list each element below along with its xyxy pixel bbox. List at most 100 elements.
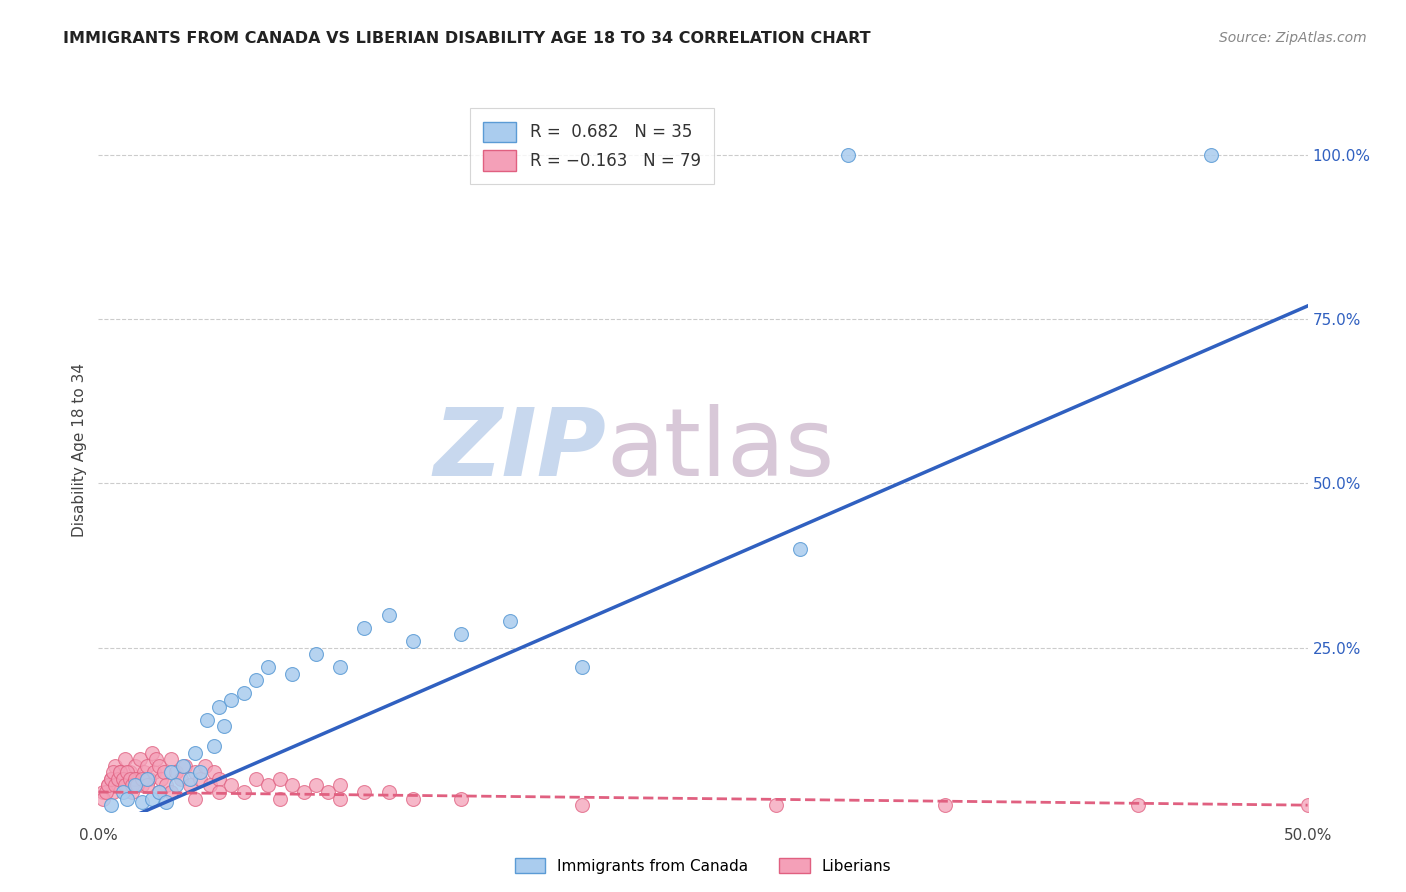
- Text: Source: ZipAtlas.com: Source: ZipAtlas.com: [1219, 31, 1367, 45]
- Point: [141, 746, 163, 760]
- Point: [104, 758, 127, 772]
- Point: [165, 765, 187, 780]
- Point: [97, 779, 120, 793]
- Point: [134, 765, 156, 780]
- Point: [121, 779, 143, 793]
- Point: [107, 779, 129, 793]
- Text: ZIP: ZIP: [433, 404, 606, 497]
- Point: [160, 785, 183, 799]
- Point: [104, 779, 127, 793]
- Point: [108, 765, 131, 780]
- Point: [256, 779, 278, 793]
- Point: [353, 785, 375, 799]
- Y-axis label: Disability Age 18 to 34: Disability Age 18 to 34: [72, 363, 87, 538]
- Point: [124, 758, 146, 772]
- Legend: R =  0.682   N = 35, R = −0.163   N = 79: R = 0.682 N = 35, R = −0.163 N = 79: [470, 108, 714, 184]
- Point: [256, 660, 278, 674]
- Point: [152, 765, 174, 780]
- Point: [138, 772, 160, 786]
- Point: [184, 746, 207, 760]
- Point: [91, 791, 114, 805]
- Point: [101, 765, 124, 780]
- Point: [121, 785, 143, 799]
- Point: [221, 693, 243, 707]
- Point: [108, 765, 131, 780]
- Point: [245, 772, 267, 786]
- Point: [100, 772, 122, 786]
- Point: [1199, 148, 1222, 162]
- Point: [281, 779, 304, 793]
- Point: [174, 758, 197, 772]
- Point: [204, 765, 226, 780]
- Point: [135, 758, 157, 772]
- Point: [155, 795, 177, 809]
- Point: [837, 148, 859, 162]
- Point: [124, 772, 146, 786]
- Point: [127, 772, 149, 786]
- Point: [934, 798, 956, 813]
- Legend: Immigrants from Canada, Liberians: Immigrants from Canada, Liberians: [509, 852, 897, 880]
- Text: atlas: atlas: [606, 404, 835, 497]
- Point: [179, 779, 201, 793]
- Point: [97, 779, 120, 793]
- Point: [101, 785, 124, 799]
- Point: [160, 752, 183, 766]
- Point: [450, 791, 472, 805]
- Point: [377, 785, 399, 799]
- Point: [145, 752, 167, 766]
- Point: [402, 634, 425, 648]
- Point: [148, 785, 170, 799]
- Point: [131, 779, 153, 793]
- Point: [94, 785, 117, 799]
- Point: [141, 791, 163, 805]
- Point: [172, 758, 194, 772]
- Point: [329, 779, 352, 793]
- Point: [571, 660, 593, 674]
- Point: [269, 791, 291, 805]
- Point: [117, 791, 139, 805]
- Point: [111, 785, 134, 799]
- Point: [194, 758, 217, 772]
- Point: [1128, 798, 1150, 813]
- Point: [450, 627, 472, 641]
- Point: [195, 713, 218, 727]
- Point: [221, 779, 243, 793]
- Point: [208, 785, 231, 799]
- Point: [208, 699, 231, 714]
- Point: [1296, 798, 1319, 813]
- Point: [329, 791, 352, 805]
- Point: [765, 798, 787, 813]
- Point: [118, 765, 141, 780]
- Point: [232, 785, 254, 799]
- Point: [179, 772, 201, 786]
- Point: [131, 795, 153, 809]
- Point: [111, 772, 134, 786]
- Point: [353, 621, 375, 635]
- Point: [114, 779, 136, 793]
- Point: [117, 779, 139, 793]
- Point: [281, 666, 304, 681]
- Point: [160, 765, 183, 780]
- Point: [117, 765, 139, 780]
- Point: [212, 719, 235, 733]
- Point: [305, 647, 328, 661]
- Point: [789, 541, 811, 556]
- Point: [184, 791, 207, 805]
- Point: [150, 772, 173, 786]
- Point: [114, 752, 136, 766]
- Point: [100, 772, 122, 786]
- Point: [245, 673, 267, 688]
- Point: [188, 765, 211, 780]
- Point: [402, 791, 425, 805]
- Point: [135, 779, 157, 793]
- Point: [305, 779, 328, 793]
- Point: [148, 785, 170, 799]
- Point: [377, 607, 399, 622]
- Point: [135, 772, 157, 786]
- Point: [169, 772, 191, 786]
- Point: [498, 614, 520, 628]
- Point: [204, 739, 226, 753]
- Point: [571, 798, 593, 813]
- Point: [316, 785, 339, 799]
- Point: [127, 779, 149, 793]
